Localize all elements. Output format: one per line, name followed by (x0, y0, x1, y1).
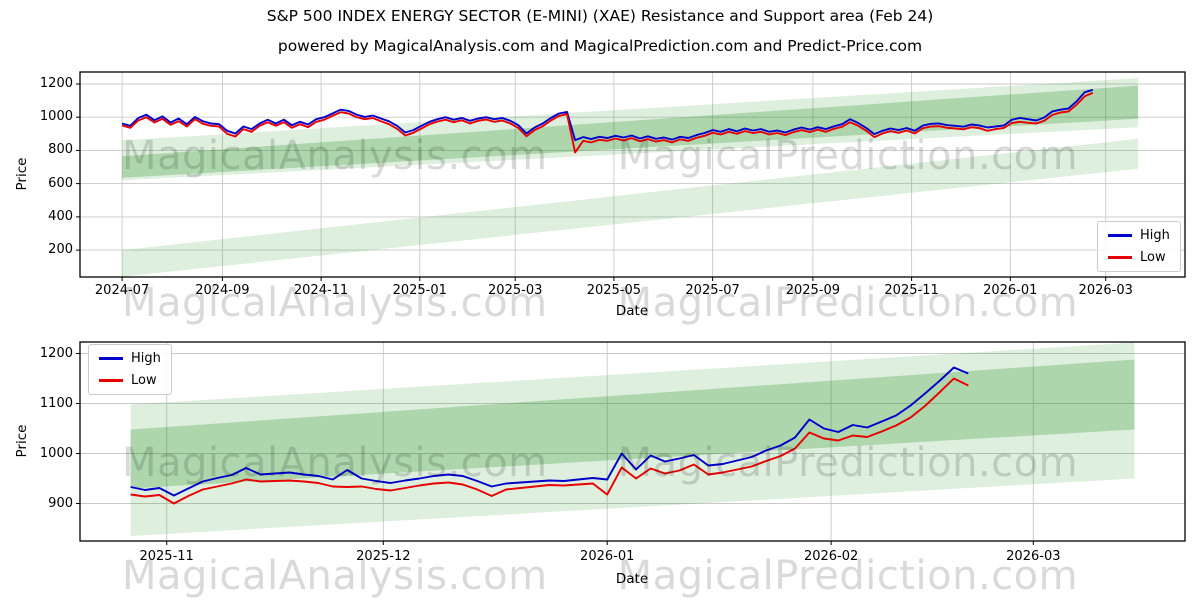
high-line-swatch-icon (99, 357, 123, 360)
x-tick-label: 2026-03 (1078, 283, 1133, 298)
x-tick-label: 2026-01 (983, 283, 1038, 298)
top-chart-y-axis-label: Price (14, 157, 30, 191)
legend-item-low: Low (1108, 250, 1170, 265)
x-tick-label: 2025-03 (488, 283, 543, 298)
legend-label-high: High (131, 351, 161, 366)
y-tick-label: 900 (48, 495, 73, 511)
x-tick-label: 2024-09 (195, 283, 250, 298)
chart-subtitle: powered by MagicalAnalysis.com and Magic… (277, 37, 923, 55)
bottom-chart-canvas (76, 341, 1186, 545)
top-chart-plot-area (76, 71, 1186, 281)
legend-item-low: Low (99, 373, 161, 388)
x-tick-label: 2025-01 (392, 283, 447, 298)
y-tick-label: 600 (48, 175, 73, 191)
legend-label-high: High (1140, 228, 1170, 243)
x-tick-label: 2026-03 (1006, 549, 1061, 564)
x-tick-label: 2025-11 (884, 283, 939, 298)
x-tick-label: 2025-12 (356, 549, 411, 564)
page-title: S&P 500 INDEX ENERGY SECTOR (E-MINI) (XA… (266, 7, 934, 25)
bottom-chart-x-axis-label: Date (615, 571, 649, 587)
top-chart-canvas (76, 71, 1186, 281)
y-tick-label: 1200 (39, 75, 73, 91)
low-line-swatch-icon (1108, 256, 1132, 259)
x-tick-label: 2024-11 (293, 283, 349, 298)
bottom-chart-y-axis-label: Price (14, 424, 30, 458)
x-tick-label: 2024-07 (94, 283, 150, 298)
low-line-swatch-icon (99, 379, 123, 382)
high-line-swatch-icon (1108, 234, 1132, 237)
legend-item-high: High (1108, 228, 1170, 243)
x-tick-label: 2025-09 (785, 283, 841, 298)
y-tick-label: 1000 (39, 445, 73, 461)
y-tick-label: 1000 (39, 109, 73, 125)
y-tick-label: 400 (48, 208, 73, 224)
y-tick-label: 200 (48, 242, 73, 258)
y-tick-label: 800 (48, 142, 73, 158)
legend-label-low: Low (131, 373, 157, 388)
x-tick-label: 2026-02 (803, 549, 859, 564)
legend-item-high: High (99, 351, 161, 366)
x-tick-label: 2026-01 (580, 549, 635, 564)
top-chart-x-axis-label: Date (615, 303, 649, 319)
x-tick-label: 2025-11 (139, 549, 194, 564)
top-chart-legend: High Low (1097, 221, 1181, 272)
bottom-chart-legend: High Low (88, 344, 172, 395)
y-tick-label: 1200 (39, 345, 73, 361)
x-tick-label: 2025-07 (685, 283, 740, 298)
bottom-chart-plot-area (76, 341, 1186, 545)
y-tick-label: 1100 (39, 395, 73, 411)
legend-label-low: Low (1140, 250, 1166, 265)
x-tick-label: 2025-05 (586, 283, 642, 298)
